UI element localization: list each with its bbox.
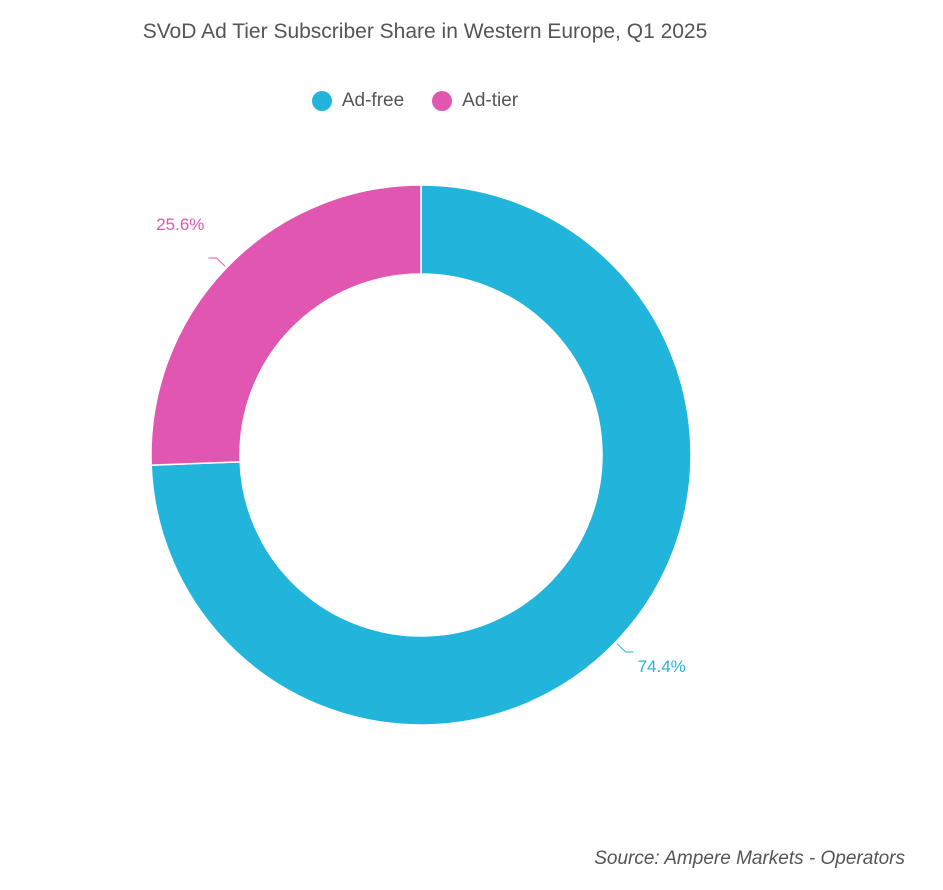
- data-label-ad-free: 74.4%: [638, 657, 686, 676]
- legend: Ad-free Ad-tier: [0, 90, 830, 112]
- legend-swatch-ad-tier: [432, 91, 453, 111]
- donut-slice-ad-free[interactable]: [150, 184, 692, 726]
- source-note: Source: Ampere Markets - Operators: [594, 848, 905, 869]
- donut-slice-ad-tier[interactable]: [150, 184, 422, 466]
- data-label-ad-tier: 25.6%: [156, 215, 204, 234]
- legend-item-ad-tier[interactable]: Ad-tier: [432, 90, 518, 112]
- legend-swatch-ad-free: [311, 91, 332, 111]
- leader-line-ad-free: [616, 643, 634, 653]
- legend-item-ad-free[interactable]: Ad-free: [311, 90, 405, 112]
- legend-label-ad-free: Ad-free: [341, 90, 405, 111]
- leader-line-ad-tier: [208, 257, 226, 267]
- chart-title: SVoD Ad Tier Subscriber Share in Western…: [142, 20, 708, 43]
- legend-label-ad-tier: Ad-tier: [462, 90, 519, 111]
